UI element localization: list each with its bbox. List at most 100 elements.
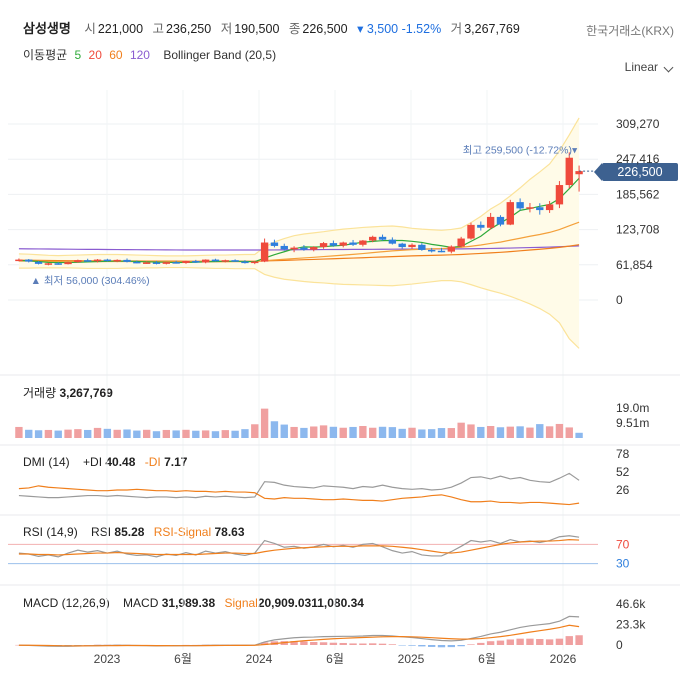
volume-bar: [388, 427, 397, 438]
plus-di-line: [18, 472, 580, 499]
x-tick-label: 2023: [94, 652, 121, 666]
candle-body: [526, 207, 534, 209]
macd-histogram-bar: [378, 643, 387, 645]
close-label: 종: [288, 22, 301, 36]
x-tick-label: 2026: [550, 652, 577, 666]
volume-bar: [300, 427, 308, 438]
price-tick-label: 185,562: [616, 187, 660, 201]
macd-histogram-bar: [329, 642, 338, 645]
rsi-tick-label: 70: [616, 537, 630, 551]
candle-body: [359, 240, 367, 245]
rsi-title: RSI (14,9): [23, 525, 78, 539]
x-tick-label: 6월: [326, 652, 344, 666]
candle-body: [408, 244, 416, 248]
ma5-line: [18, 177, 580, 264]
volume-bar: [123, 429, 131, 438]
macd-tick-label: 0: [616, 638, 623, 652]
candle-body: [329, 243, 338, 246]
macd-histogram-bar: [408, 645, 416, 646]
volume-bar: [378, 426, 387, 438]
candle-body: [25, 259, 33, 262]
volume-bar: [103, 428, 112, 438]
macd-histogram-bar: [349, 643, 357, 645]
low-value: 190,500: [234, 22, 280, 36]
candle-body: [74, 260, 82, 263]
volume-bar: [133, 430, 141, 438]
volume-bar: [310, 426, 318, 438]
dmi-title: DMI (14): [23, 455, 70, 469]
macd-histogram-bar: [545, 639, 554, 645]
volume-bar: [93, 427, 102, 438]
volume-bar: [437, 428, 446, 438]
volume-bar: [545, 426, 554, 438]
candle-body: [418, 244, 426, 250]
macd-histogram-bar: [388, 644, 397, 645]
candle-body: [447, 246, 456, 252]
volume-bar: [575, 432, 583, 438]
rsi-tick-label: 30: [616, 557, 630, 571]
volume-bar: [162, 429, 171, 438]
macd-line: [18, 615, 580, 647]
volume-tick-label: 9.51m: [616, 416, 649, 430]
macd-histogram-bar: [369, 643, 377, 645]
ma120-line: [18, 245, 580, 251]
open-value: 221,000: [97, 22, 144, 36]
candle-body: [152, 262, 161, 264]
volume-bar: [467, 424, 475, 438]
candle-body: [34, 261, 43, 264]
volume-bar: [398, 428, 406, 438]
dmi-tick-label: 52: [616, 465, 630, 479]
rsi-value: 85.28: [114, 525, 145, 539]
volume-bar: [34, 430, 43, 438]
volume-bar: [241, 429, 249, 438]
macd-tick-label: 23.3k: [616, 618, 646, 632]
volume-bar: [290, 426, 298, 438]
macd-signal-value: 20,909.03: [257, 596, 312, 610]
rsi-signal-line: [18, 538, 580, 556]
volume-bar: [211, 431, 220, 438]
macd-histogram-bar: [457, 645, 465, 647]
candle-body: [64, 262, 72, 265]
volume-bar: [280, 424, 288, 438]
macd-histogram-bar: [260, 642, 269, 645]
indicator-row[interactable]: 이동평균 5 20 60 120 Bollinger Band (20,5): [23, 46, 280, 63]
volume-bar: [536, 424, 544, 438]
volume-bar: [319, 425, 328, 438]
candle-body: [113, 259, 121, 262]
candle-body: [427, 249, 436, 252]
volume-label: 거: [450, 22, 463, 36]
exchange-label: 한국거래소(KRX): [586, 24, 674, 38]
volume-bar: [260, 408, 269, 438]
volume-bar: [457, 422, 465, 438]
x-tick-label: 6월: [478, 652, 496, 666]
volume-bar: [142, 429, 151, 438]
candle-body: [486, 216, 495, 228]
macd-histogram-bar: [447, 645, 456, 648]
bollinger-band-fill: [18, 117, 580, 349]
macd-histogram-bar: [565, 636, 573, 645]
volume-value: 3,267,769: [464, 22, 520, 36]
candle-body: [339, 242, 347, 246]
candle-body: [280, 245, 288, 250]
volume-bar: [221, 430, 229, 438]
scale-mode-select[interactable]: Linear: [624, 60, 658, 74]
volume-bar: [555, 423, 564, 438]
macd-title: MACD (12,26,9): [23, 596, 110, 610]
candle-body: [133, 261, 141, 264]
candle-body: [54, 263, 62, 265]
volume-bar: [526, 427, 534, 438]
volume-bar: [349, 426, 357, 438]
minus-di-line: [18, 485, 580, 506]
volume-bar: [152, 431, 161, 438]
candle-body: [369, 236, 377, 241]
volume-bar: [231, 430, 239, 438]
volume-bar: [477, 426, 485, 438]
ma5-label: 5: [74, 48, 82, 62]
minus-di-name: -DI: [144, 455, 161, 469]
macd-histogram-bar: [555, 638, 564, 645]
macd-tick-label: 46.6k: [616, 597, 646, 611]
macd-histogram-bar: [486, 641, 495, 645]
volume-bar: [496, 427, 505, 438]
macd-histogram-bar: [339, 642, 347, 645]
